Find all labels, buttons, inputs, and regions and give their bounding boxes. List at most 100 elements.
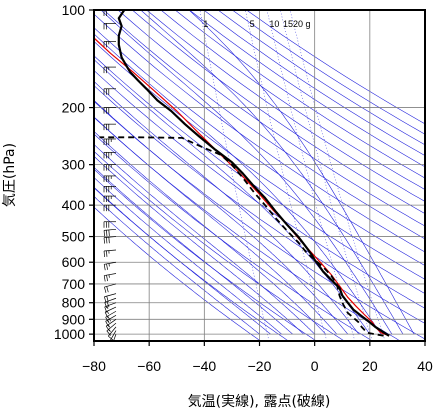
wind-barb-flag: [107, 319, 110, 323]
dry-adiabat-line: [94, 13, 425, 253]
wind-barb-flag: [104, 311, 108, 318]
mixing-ratio-label: 20: [293, 19, 303, 29]
wind-barb-flag: [107, 324, 111, 328]
wind-barb-flag: [105, 321, 109, 327]
wind-barb-staff: [104, 236, 117, 238]
wind-barb: [103, 138, 116, 145]
moist-adiabat-line: [94, 81, 360, 335]
dry-adiabat-line: [160, 10, 425, 190]
wind-barb: [103, 88, 116, 95]
wind-barb-flag: [106, 237, 108, 244]
wind-barb-staff: [104, 228, 117, 231]
y-tick-label: 100: [62, 2, 86, 18]
wind-barb-staff: [109, 330, 117, 341]
wind-barb: [103, 66, 116, 74]
wind-barb-flag: [103, 237, 105, 244]
moist-adiabat-line: [94, 144, 315, 335]
wind-barb-flag: [108, 274, 110, 278]
dewpoint-line: [99, 136, 384, 337]
wind-barb-staff: [106, 322, 117, 332]
wind-barb-flag: [103, 264, 106, 271]
y-tick-label: 200: [62, 100, 86, 116]
wind-barb-staff: [104, 249, 117, 252]
wind-barb-flag: [105, 325, 110, 332]
moist-adiabat-line: [100, 10, 393, 335]
wind-barb: [103, 221, 116, 228]
dry-adiabat-line: [94, 206, 261, 341]
wind-barb: [103, 249, 117, 258]
dry-adiabat-line: [94, 133, 373, 341]
moist-adiabat-line: [94, 131, 326, 335]
wind-barb-flag: [104, 302, 108, 309]
mixing-ratio-label: 10: [269, 19, 279, 29]
y-tick-label: 600: [62, 254, 86, 270]
wind-barb-staff: [104, 302, 117, 308]
dry-adiabat-line: [146, 10, 425, 202]
mixing-ratio-labels: 1 5 10 15 20 g: [203, 19, 310, 29]
dry-adiabat-line: [94, 150, 345, 341]
wind-barb: [103, 261, 117, 271]
wind-barb-flag: [103, 250, 105, 258]
grid-lines: [94, 10, 425, 341]
wind-barb-flag: [106, 301, 110, 308]
dry-adiabat-line: [203, 10, 425, 156]
x-tick-label: 20: [362, 358, 378, 374]
wind-barb: [103, 273, 117, 282]
moist-adiabat-line: [94, 155, 304, 335]
wind-barb: [103, 164, 116, 171]
dry-adiabat-line: [103, 10, 425, 240]
wind-barb-staff: [104, 293, 117, 298]
wind-barb-flag: [108, 237, 110, 244]
wind-barb-staff: [104, 273, 117, 276]
wind-barb-staff: [104, 261, 117, 265]
profile-series: [94, 10, 390, 337]
wind-barb: [103, 236, 117, 244]
wind-barb: [103, 228, 117, 237]
wind-barb: [103, 123, 116, 131]
dry-adiabat-line: [94, 168, 317, 341]
mixing-ratio-label: 5: [250, 19, 255, 29]
dry-adiabat-line: [132, 10, 425, 214]
axis-ticks: −80 −60 −40 −20 0 20 40 100 200 300 400 500 600 700 80…: [54, 2, 433, 374]
wind-barbs: [103, 10, 117, 346]
moist-adiabat-line: [94, 177, 282, 335]
wind-barb-flag: [106, 330, 111, 336]
dry-adiabat-line: [94, 70, 425, 309]
dry-adiabat-line: [94, 41, 425, 280]
x-tick-label: −80: [82, 358, 106, 374]
wind-barb-flag: [112, 345, 115, 346]
wind-barb: [112, 334, 117, 346]
wind-barb: [103, 107, 116, 114]
y-tick-label: 800: [62, 295, 86, 311]
dry-adiabat-line: [94, 55, 425, 294]
moist-adiabat-line: [94, 186, 271, 335]
dry-adiabat-line: [232, 10, 425, 135]
x-axis-title: 気温(実線), 露点(破線): [188, 394, 331, 410]
wind-barb: [103, 204, 116, 212]
x-tick-label: 0: [311, 358, 319, 374]
wind-barb: [104, 306, 117, 318]
wind-barb-flag: [106, 296, 109, 303]
wind-barb-flag: [104, 306, 108, 313]
x-tick-label: −60: [137, 358, 161, 374]
wind-barb-flag: [106, 275, 108, 282]
wind-barb-staff: [113, 334, 117, 341]
wind-barb-flag: [103, 230, 105, 237]
moist-adiabat-line: [94, 33, 382, 335]
moist-adiabat-line: [188, 10, 415, 335]
wind-barb-flag: [104, 286, 107, 293]
wind-barb-flag: [108, 335, 114, 341]
temperature-line: [117, 10, 390, 337]
wind-barb: [103, 185, 116, 193]
wind-barb: [104, 283, 117, 293]
mixing-ratio-line: [266, 10, 356, 341]
y-axis-title: 気圧(hPa): [2, 143, 18, 207]
moist-adiabat-line: [94, 166, 293, 335]
y-tick-label: 500: [62, 229, 86, 245]
mixing-ratio-label: 1: [203, 19, 208, 29]
wind-barb-staff: [104, 297, 117, 303]
wind-barb: [104, 297, 117, 309]
moist-adiabat-line: [140, 10, 404, 335]
x-tick-label: 40: [417, 358, 433, 374]
wind-barb-flag: [108, 229, 110, 236]
